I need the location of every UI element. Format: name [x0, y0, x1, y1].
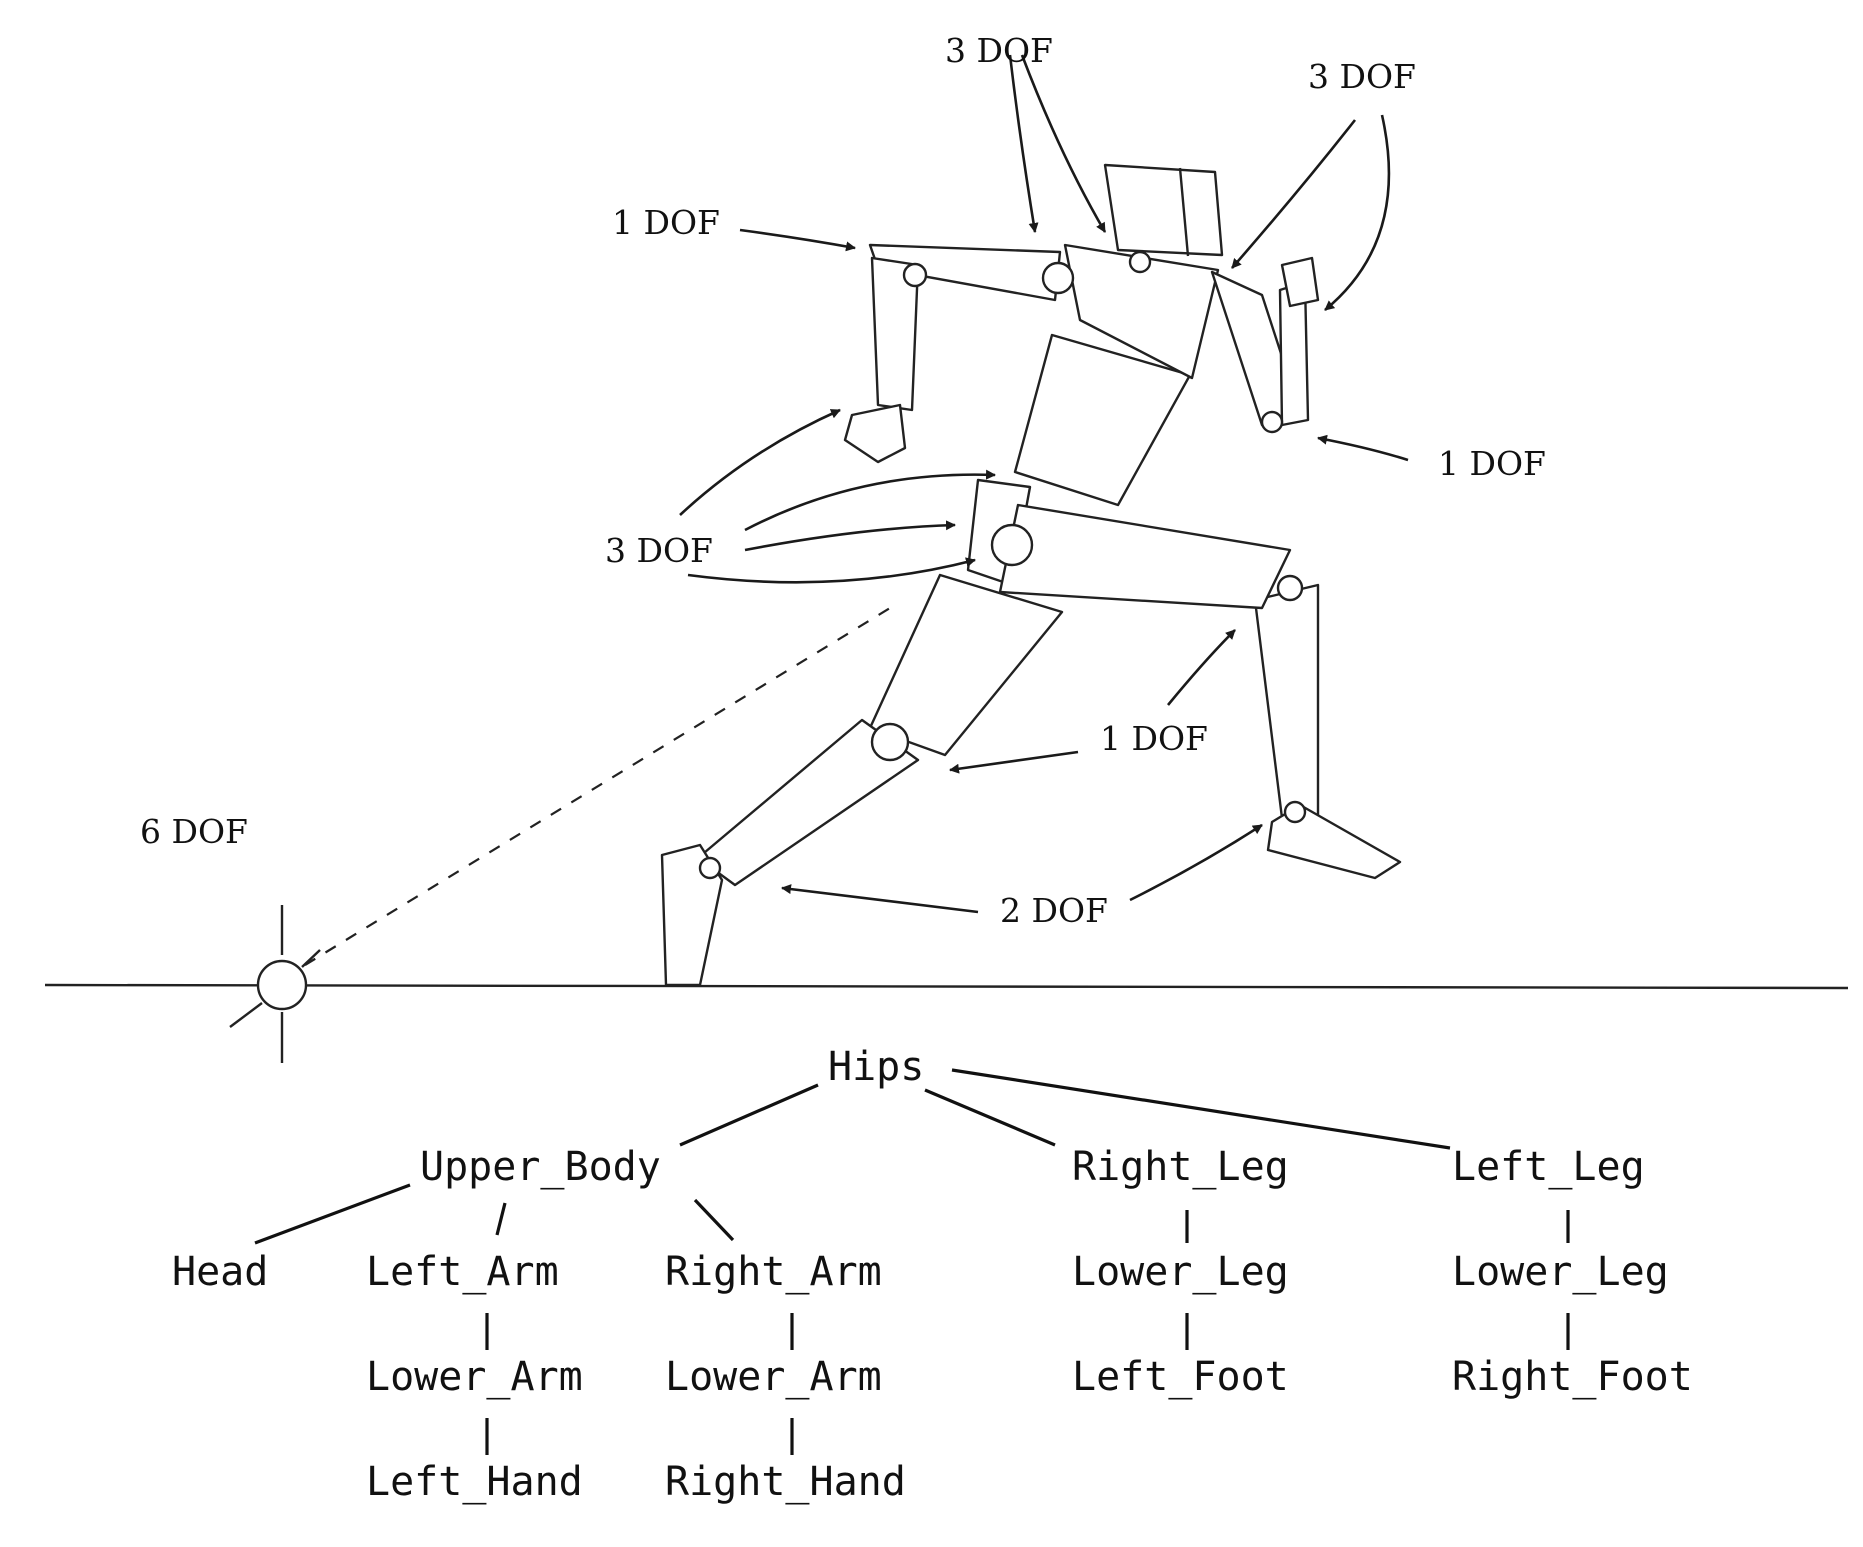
- neck-joint: [1128, 250, 1152, 274]
- upper-torso: [1063, 243, 1220, 380]
- lower-torso: [1013, 333, 1192, 507]
- node-upper-body: Upper_Body: [420, 1144, 661, 1190]
- left-elbow-joint: [902, 262, 928, 288]
- node-left-lower-arm: Lower_Arm: [366, 1354, 583, 1400]
- hand-front: [1280, 256, 1320, 308]
- dof-label-ankles: 2 DOF: [1000, 891, 1108, 930]
- node-left-hand: Left_Hand: [366, 1459, 583, 1505]
- node-right-lower-arm: Lower_Arm: [665, 1354, 882, 1400]
- node-right-arm: Right_Arm: [665, 1249, 882, 1295]
- back-foot: [660, 843, 724, 987]
- root-dashed-link: [304, 604, 896, 966]
- ankle-back-joint: [698, 856, 722, 880]
- node-right-leg: Right_Leg: [1072, 1144, 1289, 1190]
- head-block: [1103, 163, 1224, 257]
- node-head: Head: [172, 1249, 268, 1295]
- knee-front-joint: [1276, 574, 1304, 602]
- running-figure: [660, 163, 1402, 987]
- hand-back: [843, 403, 907, 464]
- back-thigh: [868, 573, 1064, 757]
- dof-arrows: [679, 54, 1409, 914]
- forearm-back: [870, 256, 920, 412]
- node-hips: Hips: [828, 1044, 924, 1090]
- knee-back-joint: [870, 722, 910, 762]
- front-shin: [1253, 583, 1320, 820]
- node-left-lower-leg: Lower_Leg: [1452, 1249, 1669, 1295]
- node-right-lower-leg: Lower_Leg: [1072, 1249, 1289, 1295]
- node-right-hand: Right_Hand: [665, 1459, 906, 1505]
- dof-label-right-elbow: 1 DOF: [1438, 444, 1546, 483]
- node-right-leg-foot: Left_Foot: [1072, 1354, 1289, 1400]
- dof-label-left-shoulder: 3 DOF: [1308, 57, 1416, 96]
- dof-label-knees: 1 DOF: [1100, 719, 1208, 758]
- ground-line: [44, 983, 1849, 990]
- node-left-leg: Left_Leg: [1452, 1144, 1645, 1190]
- root-origin-icon: [229, 905, 321, 1063]
- node-left-arm: Left_Arm: [366, 1249, 559, 1295]
- dof-label-root: 6 DOF: [140, 812, 248, 851]
- hip-joint: [990, 523, 1034, 567]
- dof-label-hips-group: 3 DOF: [605, 531, 713, 570]
- ankle-front-joint: [1283, 800, 1307, 824]
- dof-label-left-elbow: 1 DOF: [612, 203, 720, 242]
- front-thigh: [998, 503, 1292, 610]
- right-elbow-joint: [1260, 410, 1284, 434]
- hierarchy-connectors: [254, 1068, 1570, 1455]
- dof-label-neck: 3 DOF: [945, 31, 1053, 70]
- node-left-leg-foot: Right_Foot: [1452, 1354, 1693, 1400]
- shoulder-joint: [1041, 261, 1075, 295]
